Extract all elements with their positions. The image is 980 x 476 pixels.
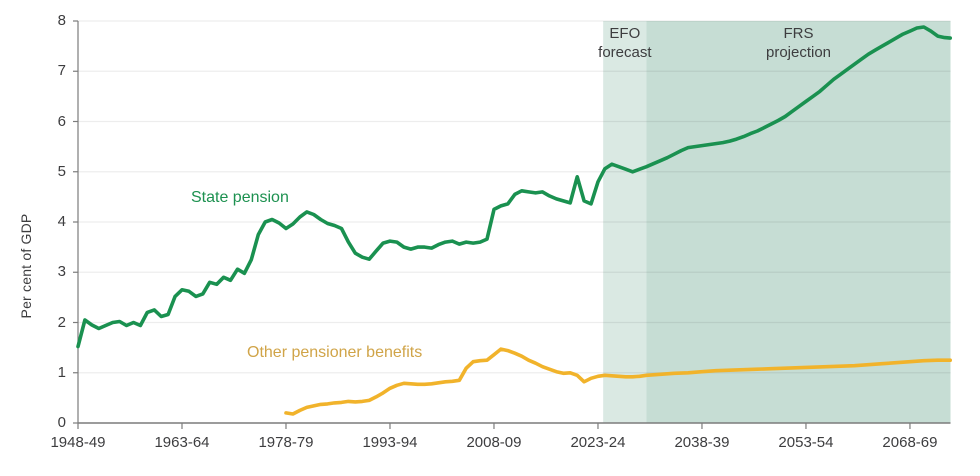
frs-projection-band [646, 21, 951, 423]
series-line-other-pensioner-benefits [284, 347, 953, 416]
x-tick-label-1963: 1963-64 [154, 434, 210, 451]
series-label-state-pension: State pension [191, 189, 289, 206]
frs-annotation-line1: FRS [783, 25, 814, 42]
efo-forecast-band [603, 21, 647, 423]
series-line-state-pension [76, 25, 953, 349]
x-tick-label-1948: 1948-49 [50, 434, 106, 451]
y-tick-label-1: 1 [57, 363, 66, 381]
y-tick-label-3: 3 [57, 263, 66, 281]
y-tick-label-4: 4 [57, 213, 66, 230]
x-tick-label-1978: 1978-79 [258, 434, 314, 451]
efo-annotation-line1: EFO [609, 25, 641, 42]
y-tick-label-0: 0 [57, 414, 66, 431]
y-tick-label-6: 6 [57, 112, 66, 130]
y-tick-label-5: 5 [57, 162, 66, 180]
x-tick-label-2068: 2068-69 [882, 434, 938, 451]
y-tick-label-2: 2 [57, 313, 66, 331]
x-tick-label-2008: 2008-09 [466, 434, 522, 451]
efo-annotation-line2: forecast [598, 44, 652, 61]
x-tick-label-2023: 2023-24 [570, 434, 626, 451]
x-tick-label-2038: 2038-39 [674, 434, 730, 451]
x-tick-label-2053: 2053-54 [778, 434, 834, 451]
y-tick-label-7: 7 [57, 62, 66, 80]
series-label-other-pensioner-benefits: Other pensioner benefits [247, 344, 423, 361]
frs-annotation-line2: projection [765, 44, 832, 61]
y-tick-label-8: 8 [57, 12, 66, 29]
x-tick-label-1993: 1993-94 [362, 434, 418, 451]
efo-forecast-annotation: EFO forecast [598, 24, 651, 62]
frs-projection-annotation: FRS projection [766, 24, 831, 62]
